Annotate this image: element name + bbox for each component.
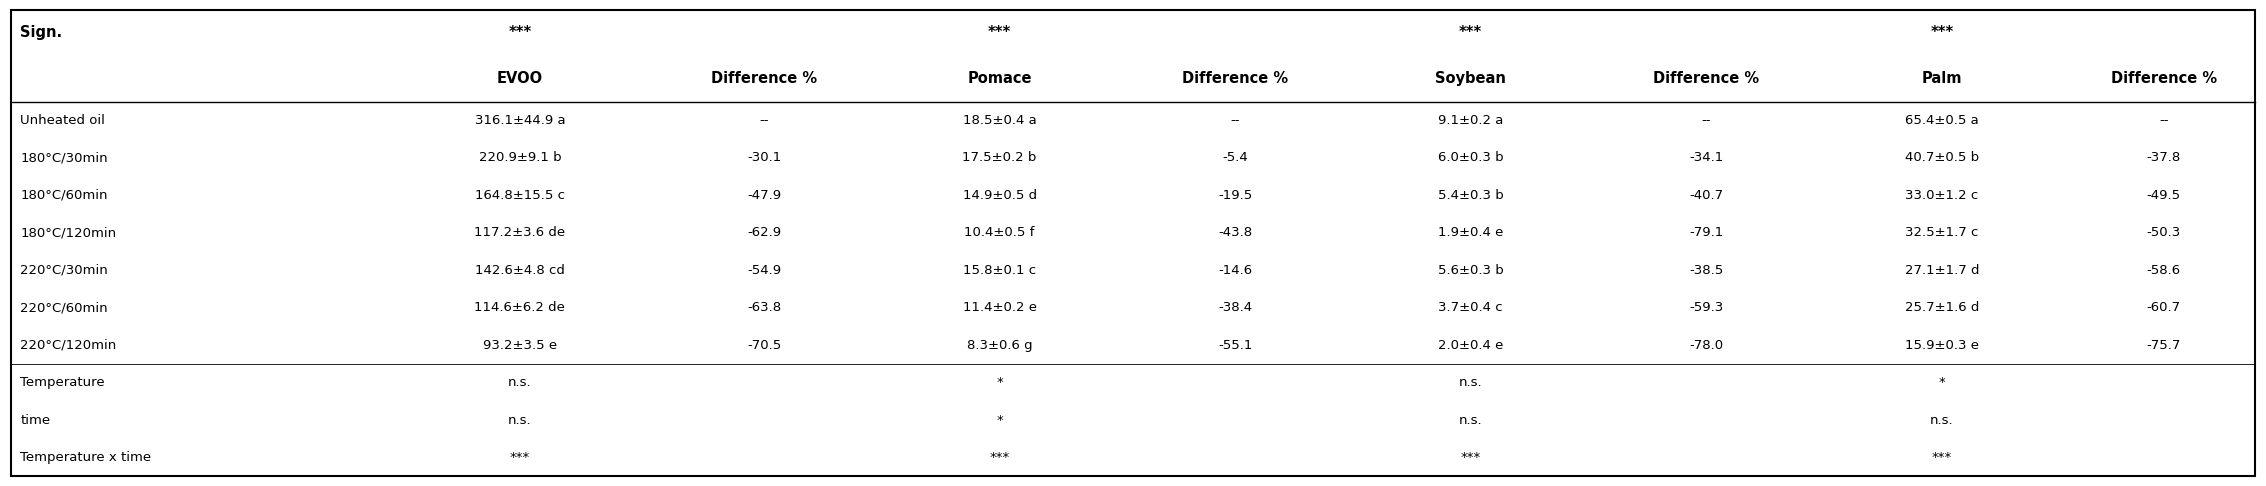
- Text: -50.3: -50.3: [2146, 226, 2180, 239]
- Text: ***: ***: [508, 25, 533, 40]
- Text: --: --: [2159, 114, 2169, 127]
- Text: 220°C/120min: 220°C/120min: [20, 339, 116, 351]
- Text: -14.6: -14.6: [1219, 264, 1253, 277]
- Text: -49.5: -49.5: [2146, 189, 2180, 202]
- Text: 15.9±0.3 e: 15.9±0.3 e: [1906, 339, 1978, 351]
- Text: -78.0: -78.0: [1688, 339, 1724, 351]
- Text: -70.5: -70.5: [748, 339, 782, 351]
- Text: -19.5: -19.5: [1219, 189, 1253, 202]
- Text: 117.2±3.6 de: 117.2±3.6 de: [474, 226, 566, 239]
- Text: n.s.: n.s.: [508, 376, 533, 389]
- Text: -38.4: -38.4: [1219, 301, 1253, 314]
- Text: n.s.: n.s.: [508, 414, 533, 427]
- Text: 14.9±0.5 d: 14.9±0.5 d: [963, 189, 1038, 202]
- Text: n.s.: n.s.: [1459, 376, 1482, 389]
- Text: 25.7±1.6 d: 25.7±1.6 d: [1906, 301, 1978, 314]
- Text: --: --: [1230, 114, 1240, 127]
- Text: 2.0±0.4 e: 2.0±0.4 e: [1439, 339, 1502, 351]
- Text: 9.1±0.2 a: 9.1±0.2 a: [1439, 114, 1502, 127]
- Text: 10.4±0.5 f: 10.4±0.5 f: [965, 226, 1036, 239]
- Text: time: time: [20, 414, 50, 427]
- Text: Difference %: Difference %: [1183, 71, 1289, 86]
- Text: ***: ***: [1931, 451, 1951, 464]
- Text: 316.1±44.9 a: 316.1±44.9 a: [474, 114, 564, 127]
- Text: -63.8: -63.8: [748, 301, 782, 314]
- Text: n.s.: n.s.: [1931, 414, 1953, 427]
- Text: -59.3: -59.3: [1688, 301, 1724, 314]
- Text: -55.1: -55.1: [1219, 339, 1253, 351]
- Text: 17.5±0.2 b: 17.5±0.2 b: [963, 151, 1038, 164]
- Text: 220°C/30min: 220°C/30min: [20, 264, 109, 277]
- Text: 33.0±1.2 c: 33.0±1.2 c: [1906, 189, 1978, 202]
- Text: --: --: [1702, 114, 1711, 127]
- Text: *: *: [997, 414, 1004, 427]
- Text: -58.6: -58.6: [2146, 264, 2180, 277]
- Text: 27.1±1.7 d: 27.1±1.7 d: [1906, 264, 1978, 277]
- Text: 164.8±15.5 c: 164.8±15.5 c: [476, 189, 564, 202]
- Text: ***: ***: [1462, 451, 1482, 464]
- Text: ***: ***: [1931, 25, 1953, 40]
- Text: -62.9: -62.9: [748, 226, 782, 239]
- Text: 114.6±6.2 de: 114.6±6.2 de: [474, 301, 564, 314]
- Text: Temperature x time: Temperature x time: [20, 451, 152, 464]
- Text: --: --: [759, 114, 768, 127]
- Text: 3.7±0.4 c: 3.7±0.4 c: [1439, 301, 1502, 314]
- Text: -43.8: -43.8: [1219, 226, 1253, 239]
- Text: -75.7: -75.7: [2146, 339, 2180, 351]
- Text: EVOO: EVOO: [496, 71, 544, 86]
- Text: ***: ***: [990, 451, 1011, 464]
- Text: ***: ***: [510, 451, 530, 464]
- Text: -30.1: -30.1: [748, 151, 782, 164]
- Text: 93.2±3.5 e: 93.2±3.5 e: [483, 339, 557, 351]
- Text: -47.9: -47.9: [748, 189, 782, 202]
- Text: 6.0±0.3 b: 6.0±0.3 b: [1439, 151, 1505, 164]
- Text: 5.4±0.3 b: 5.4±0.3 b: [1439, 189, 1505, 202]
- Text: *: *: [997, 376, 1004, 389]
- Text: 11.4±0.2 e: 11.4±0.2 e: [963, 301, 1036, 314]
- Text: -40.7: -40.7: [1688, 189, 1724, 202]
- Text: Difference %: Difference %: [2110, 71, 2216, 86]
- Text: Difference %: Difference %: [712, 71, 818, 86]
- Text: 180°C/60min: 180°C/60min: [20, 189, 109, 202]
- Text: ***: ***: [988, 25, 1011, 40]
- Text: -38.5: -38.5: [1688, 264, 1724, 277]
- Text: 142.6±4.8 cd: 142.6±4.8 cd: [476, 264, 564, 277]
- Text: Sign.: Sign.: [20, 25, 63, 40]
- Text: Palm: Palm: [1922, 71, 1962, 86]
- Text: n.s.: n.s.: [1459, 414, 1482, 427]
- Text: ***: ***: [1459, 25, 1482, 40]
- Text: 5.6±0.3 b: 5.6±0.3 b: [1439, 264, 1505, 277]
- Text: 220°C/60min: 220°C/60min: [20, 301, 109, 314]
- Text: 180°C/30min: 180°C/30min: [20, 151, 109, 164]
- Text: 1.9±0.4 e: 1.9±0.4 e: [1439, 226, 1502, 239]
- Text: -5.4: -5.4: [1221, 151, 1249, 164]
- Text: Difference %: Difference %: [1654, 71, 1758, 86]
- Text: 180°C/120min: 180°C/120min: [20, 226, 116, 239]
- Text: -60.7: -60.7: [2146, 301, 2180, 314]
- Text: -54.9: -54.9: [748, 264, 782, 277]
- Text: -79.1: -79.1: [1688, 226, 1724, 239]
- Text: Unheated oil: Unheated oil: [20, 114, 104, 127]
- Text: -34.1: -34.1: [1688, 151, 1724, 164]
- Text: 220.9±9.1 b: 220.9±9.1 b: [478, 151, 562, 164]
- Text: 8.3±0.6 g: 8.3±0.6 g: [968, 339, 1033, 351]
- Text: 65.4±0.5 a: 65.4±0.5 a: [1906, 114, 1978, 127]
- Text: 18.5±0.4 a: 18.5±0.4 a: [963, 114, 1036, 127]
- Text: 32.5±1.7 c: 32.5±1.7 c: [1906, 226, 1978, 239]
- Text: -37.8: -37.8: [2146, 151, 2180, 164]
- Text: Pomace: Pomace: [968, 71, 1031, 86]
- Text: 40.7±0.5 b: 40.7±0.5 b: [1906, 151, 1978, 164]
- Text: 15.8±0.1 c: 15.8±0.1 c: [963, 264, 1036, 277]
- Text: *: *: [1937, 376, 1944, 389]
- Text: Temperature: Temperature: [20, 376, 104, 389]
- Text: Soybean: Soybean: [1434, 71, 1507, 86]
